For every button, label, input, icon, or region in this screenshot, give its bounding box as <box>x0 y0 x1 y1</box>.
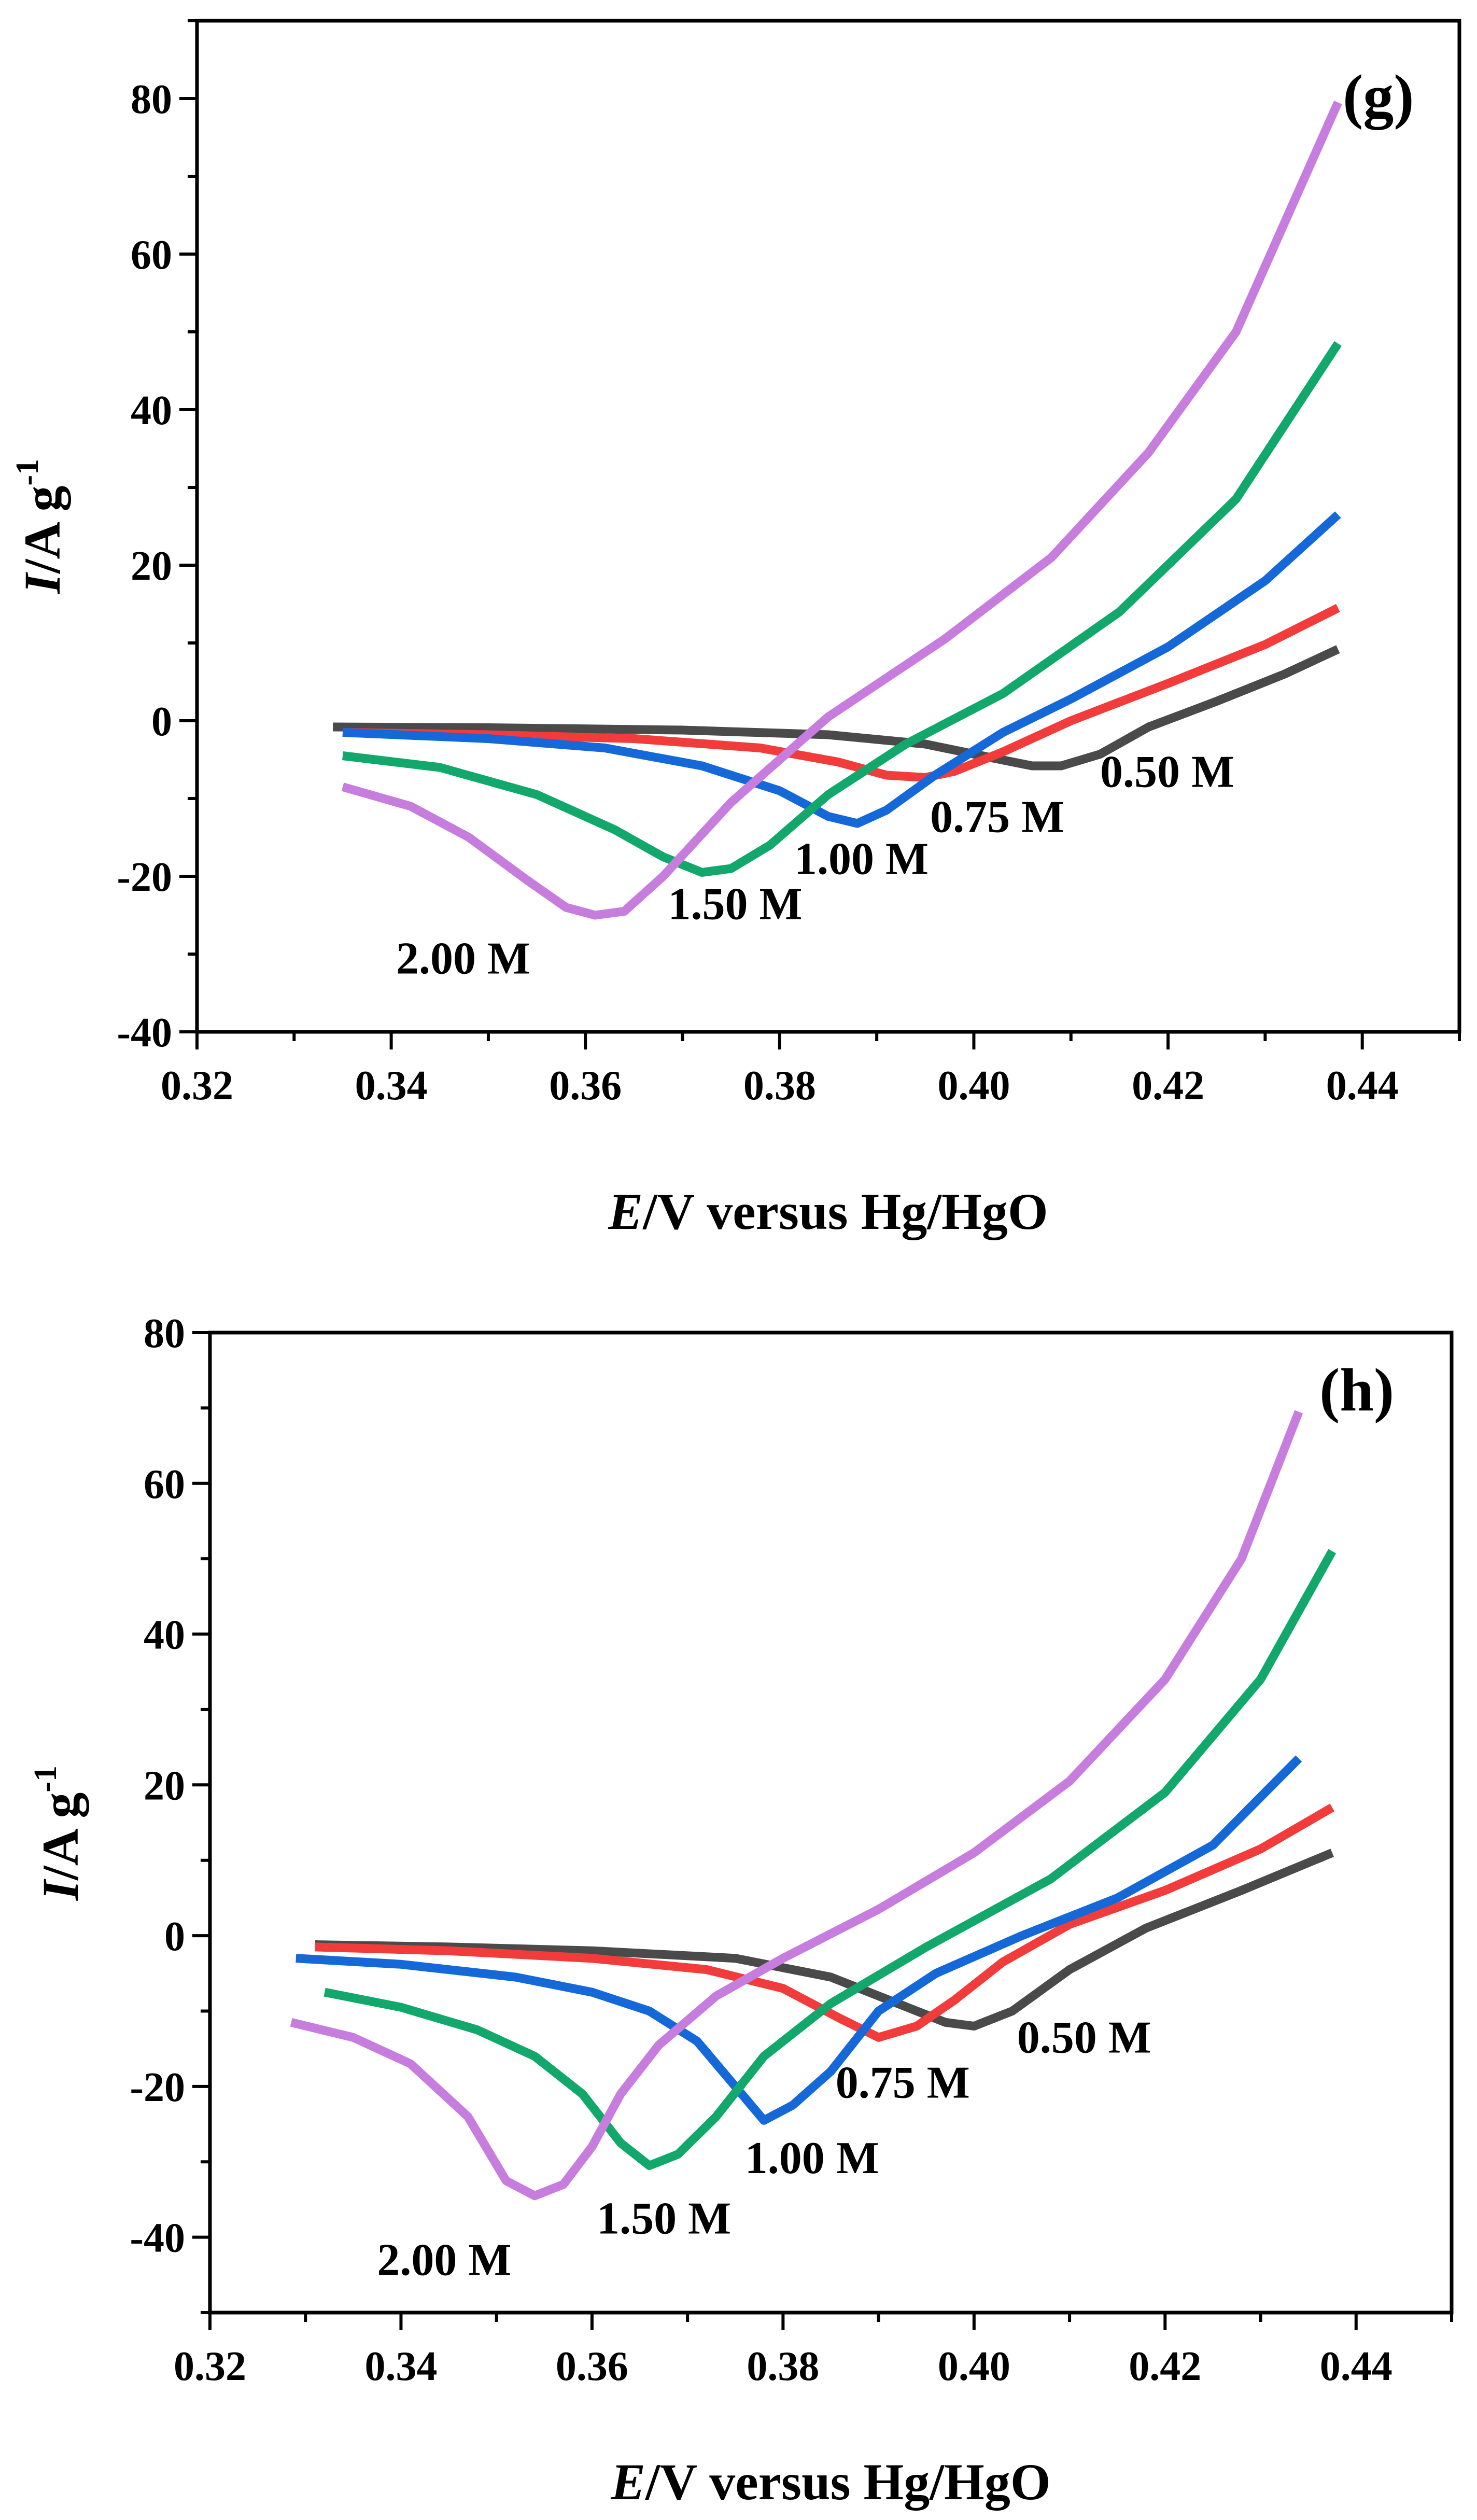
panel-g-y-tick-label: 40 <box>131 388 172 433</box>
panel-g-ticks <box>179 19 1461 1049</box>
panel-g-x-tick-label: 0.32 <box>161 1063 233 1109</box>
panel-g-tick-labels: 0.32 0.34 0.36 0.38 0.40 0.42 0.44 -40 -20 0 20 40 6… <box>117 77 1398 1109</box>
panel-h-frame <box>208 1331 1454 2315</box>
panel-h-curve-label-075M: 0.75 M <box>836 2058 970 2108</box>
panel-h-x-axis-title: E/V versus Hg/HgO <box>610 2453 1050 2511</box>
panel-h-curve-100M <box>296 1755 1302 2125</box>
panel-h-y-tick-label: -20 <box>130 2065 185 2110</box>
panel-h-x-tick-label: 0.38 <box>747 2344 819 2389</box>
panel-g-x-tick-label: 0.34 <box>355 1063 428 1109</box>
panel-h-x-tick-label: 0.34 <box>364 2344 437 2389</box>
panel-h-x-tick-label: 0.44 <box>1320 2344 1392 2389</box>
panel-g-curve-labels: 0.50 M 0.75 M1.00 M1.50 M 2.00 M <box>396 747 1234 984</box>
panel-h-y-tick-label: 40 <box>144 1613 185 1658</box>
panel-g-x-tick-label: 0.42 <box>1132 1063 1204 1109</box>
panel-h-curve-label-150M: 1.50 M <box>597 2193 731 2244</box>
panel-h-tick-labels: 0.32 0.34 0.36 0.38 0.40 0.42 0.44 -40 -20 0 20 40 6… <box>130 1311 1392 2389</box>
panel-g-y-tick-label: 20 <box>131 543 172 589</box>
panel-g-y-tick-label: -20 <box>117 855 172 900</box>
panel-h-y-tick-label: 0 <box>164 1914 185 1959</box>
panel-g-curve-050M <box>333 645 1340 771</box>
panel-g-y-axis-title: I/A g-1 <box>10 459 71 594</box>
panel-g-x-axis-title-text: /V versus Hg/HgO <box>642 1183 1048 1240</box>
panel-h-y-axis-title-text: /A g <box>32 1793 89 1881</box>
panel-g-y-axis-title-text: /A g <box>13 486 71 574</box>
panel-h-tag: (h) <box>1319 1356 1394 1424</box>
panel-h-curve-075M <box>315 1803 1334 2042</box>
panel-h-y-axis-title-exponent: -1 <box>28 1766 63 1793</box>
panel-h-x-tick-label: 0.32 <box>174 2344 246 2389</box>
panel-g-curve-150M <box>342 341 1342 877</box>
panel-g-curve-100M <box>342 511 1341 828</box>
panel-g-x-tick-label: 0.36 <box>549 1063 622 1109</box>
panel-h-y-tick-label: 60 <box>144 1462 185 1507</box>
panel-g-y-axis-title-symbol: I <box>13 572 71 594</box>
panel-h-curve-150M <box>323 1549 1337 2170</box>
panel-h-curve-label-200M: 2.00 M <box>377 2235 511 2285</box>
panel-g-curve-label-200M: 2.00 M <box>396 934 530 984</box>
panel-h-curves <box>290 1410 1337 2201</box>
panel-g-y-tick-label: 80 <box>131 77 172 122</box>
panel-g-curves <box>333 101 1342 920</box>
panel-g-curve-200M <box>341 101 1342 920</box>
panel-g-y-tick-label: 0 <box>151 699 172 745</box>
panel-h-x-axis-title-text: /V versus Hg/HgO <box>645 2453 1051 2511</box>
panel-h-x-tick-label: 0.42 <box>1129 2344 1201 2389</box>
panel-g-x-axis-title-symbol: E <box>608 1183 643 1240</box>
panel-h-x-tick-label: 0.40 <box>938 2344 1010 2389</box>
panel-g-x-tick-label: 0.40 <box>937 1063 1010 1109</box>
panel-h-curve-050M <box>315 1849 1334 2031</box>
panel-h-y-tick-label: 20 <box>144 1763 185 1809</box>
panel-g-y-axis-title-exponent: -1 <box>10 459 45 486</box>
panel-g-x-tick-label: 0.44 <box>1326 1063 1399 1109</box>
panel-h: 0.32 0.34 0.36 0.38 0.40 0.42 0.44 -40 -20 0 20 40 6… <box>28 1311 1454 2511</box>
panel-g-x-axis-title: E/V versus Hg/HgO <box>608 1183 1048 1240</box>
panel-h-y-axis-title: I/A g-1 <box>28 1766 89 1901</box>
panel-g: 0.32 0.34 0.36 0.38 0.40 0.42 0.44 -40 -20 0 20 40 6… <box>10 19 1461 1240</box>
panel-g-curve-label-100M: 1.00 M <box>794 834 929 885</box>
panel-g-frame <box>195 19 1461 1034</box>
panel-g-tag: (g) <box>1343 62 1414 130</box>
panel-g-curve-label-075M: 0.75 M <box>930 792 1064 843</box>
panel-g-curve-label-150M: 1.50 M <box>668 879 802 930</box>
panel-h-y-axis-title-symbol: I <box>32 1879 89 1901</box>
panel-g-y-tick-label: 60 <box>131 232 172 278</box>
panel-h-curve-200M <box>290 1410 1303 2201</box>
panel-h-curve-labels: 0.50 M 0.75 M 1.00 M 1.50 M 2.00 M <box>377 2012 1151 2285</box>
panel-h-x-axis-title-symbol: E <box>610 2453 645 2511</box>
panel-h-y-tick-label: 80 <box>144 1311 185 1356</box>
panel-h-curve-label-100M: 1.00 M <box>745 2133 879 2183</box>
panel-g-curve-label-050M: 0.50 M <box>1100 747 1234 797</box>
panel-h-y-tick-label: -40 <box>130 2216 185 2261</box>
panel-h-curve-label-050M: 0.50 M <box>1017 2012 1151 2063</box>
panel-g-y-tick-label: -40 <box>117 1010 172 1056</box>
panel-h-x-tick-label: 0.36 <box>556 2344 628 2389</box>
panel-g-x-tick-label: 0.38 <box>743 1063 816 1109</box>
